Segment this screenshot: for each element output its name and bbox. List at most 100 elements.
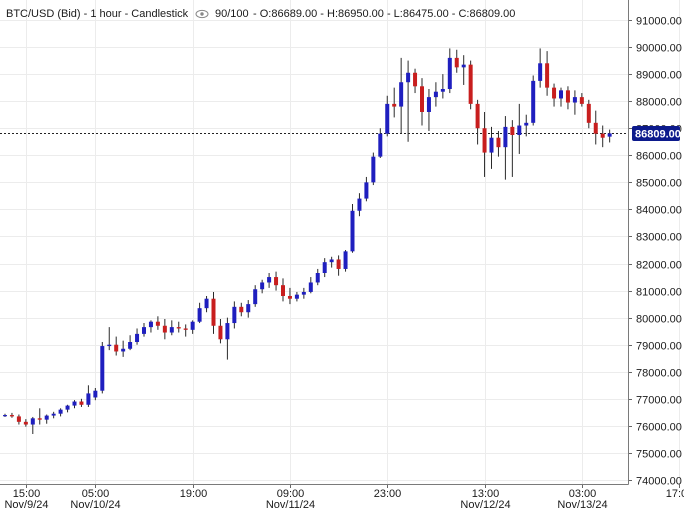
candle[interactable]	[274, 271, 279, 291]
candle[interactable]	[392, 87, 397, 118]
candle[interactable]	[461, 55, 466, 85]
eye-icon[interactable]	[195, 9, 209, 19]
candle[interactable]	[190, 320, 195, 334]
candle[interactable]	[100, 342, 105, 394]
candle[interactable]	[183, 324, 188, 337]
candles-layer[interactable]	[3, 48, 612, 434]
candle[interactable]	[44, 414, 49, 424]
candle[interactable]	[593, 110, 598, 145]
candle[interactable]	[413, 68, 418, 94]
candle[interactable]	[79, 398, 84, 407]
candle[interactable]	[107, 327, 112, 351]
candle[interactable]	[253, 285, 258, 307]
candle[interactable]	[246, 300, 251, 318]
candle[interactable]	[350, 204, 355, 253]
candle[interactable]	[301, 287, 306, 299]
candle[interactable]	[447, 48, 452, 94]
candle[interactable]	[371, 152, 376, 186]
candle[interactable]	[329, 256, 334, 268]
candle[interactable]	[315, 268, 320, 286]
candle[interactable]	[162, 319, 167, 340]
candle[interactable]	[169, 320, 174, 336]
candle[interactable]	[128, 335, 133, 351]
candle[interactable]	[211, 291, 216, 334]
candle[interactable]	[586, 99, 591, 129]
candle[interactable]	[239, 302, 244, 317]
candle[interactable]	[496, 130, 501, 157]
candle[interactable]	[600, 125, 605, 148]
candle[interactable]	[357, 193, 362, 217]
candle[interactable]	[559, 87, 563, 107]
candle[interactable]	[406, 60, 411, 142]
candle[interactable]	[51, 411, 56, 419]
candle[interactable]	[364, 176, 369, 202]
candle[interactable]	[225, 317, 230, 360]
candle-body-down	[239, 306, 244, 313]
candle[interactable]	[510, 120, 515, 177]
candle-body-down	[510, 126, 515, 135]
candle[interactable]	[489, 126, 494, 169]
candle[interactable]	[579, 93, 584, 107]
candle[interactable]	[148, 320, 153, 333]
candle[interactable]	[322, 258, 327, 278]
candle[interactable]	[176, 321, 181, 333]
candle-body-down	[482, 128, 487, 153]
candle[interactable]	[23, 419, 28, 427]
candle[interactable]	[538, 48, 543, 88]
candle[interactable]	[93, 388, 98, 401]
candle[interactable]	[433, 82, 438, 107]
candle-body-up	[503, 126, 508, 148]
candle[interactable]	[294, 291, 299, 302]
candle[interactable]	[524, 114, 529, 137]
candle[interactable]	[531, 75, 536, 126]
candle[interactable]	[30, 416, 35, 434]
candle[interactable]	[517, 103, 522, 154]
candle[interactable]	[482, 112, 487, 177]
candle[interactable]	[114, 336, 119, 356]
candle[interactable]	[378, 128, 383, 158]
candle[interactable]	[343, 250, 348, 272]
candle[interactable]	[155, 316, 160, 330]
candle[interactable]	[267, 273, 272, 288]
candle[interactable]	[232, 301, 237, 329]
candle-body-down	[281, 285, 285, 296]
candle[interactable]	[260, 279, 265, 294]
candle[interactable]	[281, 278, 285, 302]
candle[interactable]	[197, 302, 202, 324]
candle[interactable]	[607, 129, 612, 143]
candle[interactable]	[287, 287, 292, 305]
candle-body-up	[406, 72, 411, 83]
candle[interactable]	[440, 74, 445, 99]
candle[interactable]	[475, 99, 480, 145]
candle[interactable]	[72, 400, 77, 409]
candle[interactable]	[3, 413, 7, 417]
candle-body-up	[3, 415, 7, 417]
candle[interactable]	[86, 385, 91, 407]
candle[interactable]	[385, 95, 390, 137]
candle[interactable]	[308, 277, 313, 294]
candle[interactable]	[572, 90, 577, 115]
candle[interactable]	[399, 57, 404, 134]
candle[interactable]	[454, 49, 459, 73]
candle[interactable]	[503, 116, 508, 180]
candle[interactable]	[336, 255, 341, 276]
candle[interactable]	[16, 414, 21, 425]
candle[interactable]	[142, 323, 146, 337]
candle[interactable]	[565, 86, 570, 110]
candle[interactable]	[552, 83, 557, 107]
candle[interactable]	[135, 328, 140, 345]
candle[interactable]	[468, 60, 473, 110]
candle[interactable]	[65, 404, 70, 413]
candle[interactable]	[426, 89, 431, 131]
x-tick-time-label: 23:00	[374, 488, 402, 500]
candle[interactable]	[37, 408, 42, 425]
candle[interactable]	[218, 319, 223, 344]
candle[interactable]	[9, 412, 14, 418]
candle[interactable]	[545, 51, 550, 96]
candle[interactable]	[58, 408, 63, 417]
candle[interactable]	[204, 296, 209, 313]
candle[interactable]	[121, 340, 126, 357]
candle[interactable]	[420, 78, 424, 126]
candle-body-up	[329, 259, 334, 263]
